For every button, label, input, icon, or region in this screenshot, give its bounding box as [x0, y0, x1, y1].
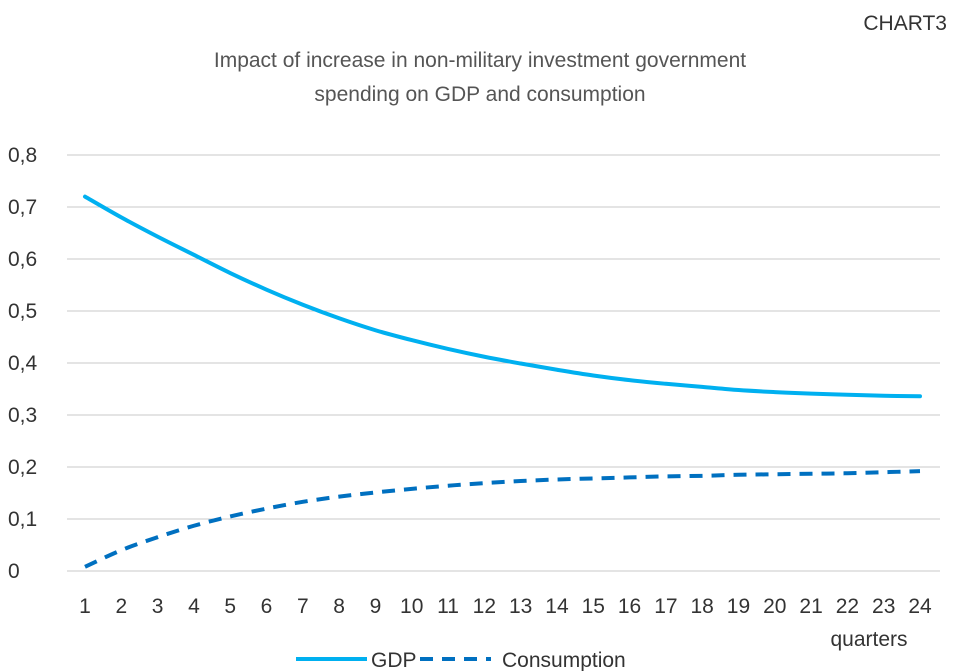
- series-line-consumption: [84, 469, 921, 569]
- chart-label: CHART3: [863, 12, 947, 35]
- chart-title-line-2: spending on GDP and consumption: [314, 83, 645, 106]
- legend-item-consumption: Consumption: [420, 649, 626, 671]
- y-tick-label: 0,1: [8, 508, 37, 531]
- legend: GDP Consumption: [296, 649, 626, 671]
- x-tick-label: 6: [261, 595, 273, 618]
- x-tick-label: 1: [79, 595, 91, 618]
- y-tick-label: 0,7: [8, 196, 37, 219]
- x-tick-label: 4: [188, 595, 200, 618]
- x-tick-label: 13: [509, 595, 532, 618]
- y-tick-label: 0,4: [8, 352, 38, 375]
- series-line-gdp: [83, 194, 922, 399]
- x-tick-label: 16: [618, 595, 641, 618]
- x-tick-label: 12: [473, 595, 496, 618]
- x-axis-label: quarters: [830, 628, 907, 651]
- y-tick-label: 0,2: [8, 456, 37, 479]
- x-tick-label: 8: [333, 595, 345, 618]
- y-tick-label: 0,8: [8, 144, 37, 167]
- x-tick-label: 18: [690, 595, 713, 618]
- x-tick-label: 3: [152, 595, 164, 618]
- y-tick-label: 0,3: [8, 404, 37, 427]
- y-axis-tick-labels: 0 0,1 0,2 0,3 0,4 0,5 0,6 0,7 0,8: [8, 144, 38, 583]
- x-tick-label: 19: [727, 595, 750, 618]
- legend-label: Consumption: [502, 649, 626, 671]
- x-tick-label: 9: [370, 595, 382, 618]
- series-lines: [83, 194, 922, 569]
- x-tick-label: 22: [836, 595, 859, 618]
- x-tick-label: 20: [763, 595, 786, 618]
- y-tick-label: 0: [8, 560, 20, 583]
- x-tick-label: 15: [582, 595, 605, 618]
- x-axis-tick-labels: 1 2 3 4 5 6 7 8 9 10 11 12 13 14 15 16 17 18 19 20 21 22 23 24: [79, 595, 932, 618]
- x-tick-label: 7: [297, 595, 309, 618]
- gridlines: [67, 154, 940, 572]
- x-tick-label: 2: [115, 595, 127, 618]
- x-tick-label: 5: [224, 595, 236, 618]
- x-tick-label: 23: [872, 595, 895, 618]
- y-tick-label: 0,6: [8, 248, 37, 271]
- x-tick-label: 14: [545, 595, 569, 618]
- x-tick-label: 17: [654, 595, 677, 618]
- x-tick-label: 21: [799, 595, 822, 618]
- x-tick-label: 11: [437, 595, 459, 618]
- legend-label: GDP: [371, 649, 417, 671]
- legend-item-gdp: GDP: [296, 649, 417, 671]
- chart-title-line-1: Impact of increase in non-military inves…: [214, 49, 746, 72]
- x-tick-label: 10: [400, 595, 423, 618]
- y-tick-label: 0,5: [8, 300, 37, 323]
- x-tick-label: 24: [908, 595, 932, 618]
